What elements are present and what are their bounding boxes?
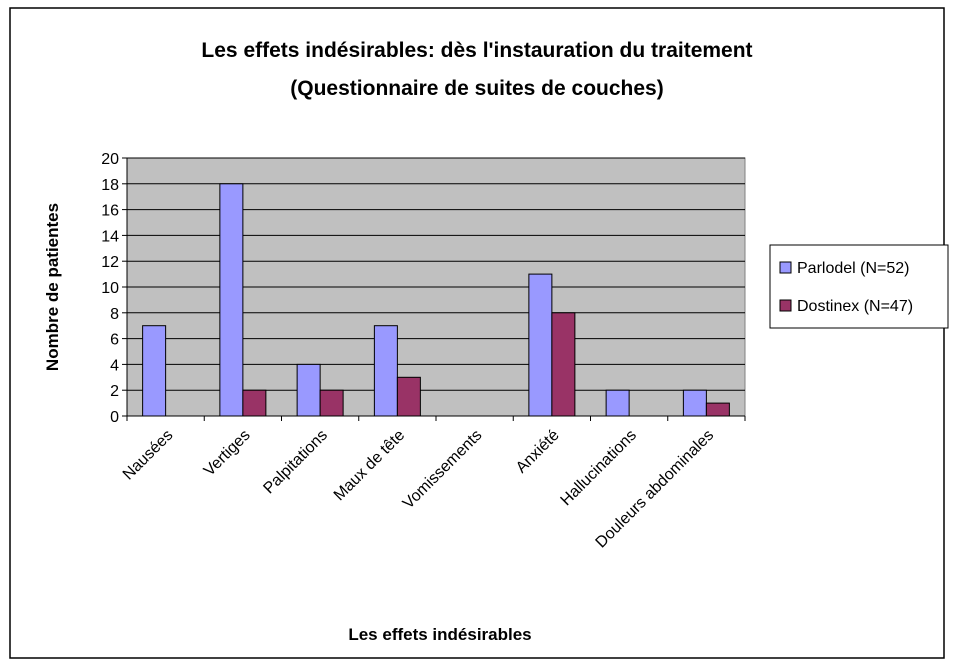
y-tick-label: 16 [101,203,119,220]
bar [528,273,553,417]
bar [551,312,576,417]
bar [605,389,630,417]
bar [682,389,707,417]
bar [219,183,244,417]
bar [396,376,421,417]
y-tick-label: 12 [101,254,119,271]
chart-subtitle: (Questionnaire de suites de couches) [290,77,663,100]
legend [769,244,949,329]
legend-label: Dostinex (N=47) [797,298,913,315]
legend-swatch [779,261,792,274]
y-tick-label: 10 [101,280,119,297]
bar [142,325,167,417]
y-tick-label: 20 [101,151,119,168]
y-tick-label: 2 [110,383,119,400]
bar [705,402,730,417]
legend-label: Parlodel (N=52) [797,260,910,277]
legend-swatch [779,299,792,312]
y-axis-title: Nombre de patientes [43,203,62,371]
y-tick-label: 4 [110,357,119,374]
y-tick-label: 18 [101,177,119,194]
y-tick-label: 8 [110,306,119,323]
bar [319,389,344,417]
bar [296,363,321,417]
y-tick-label: 6 [110,332,119,349]
y-tick-label: 14 [101,228,119,245]
bar [242,389,267,417]
x-axis-title: Les effets indésirables [348,625,531,644]
chart-title: Les effets indésirables: dès l'instaurat… [201,39,752,62]
y-tick-label: 0 [110,409,119,426]
bar [373,325,398,417]
